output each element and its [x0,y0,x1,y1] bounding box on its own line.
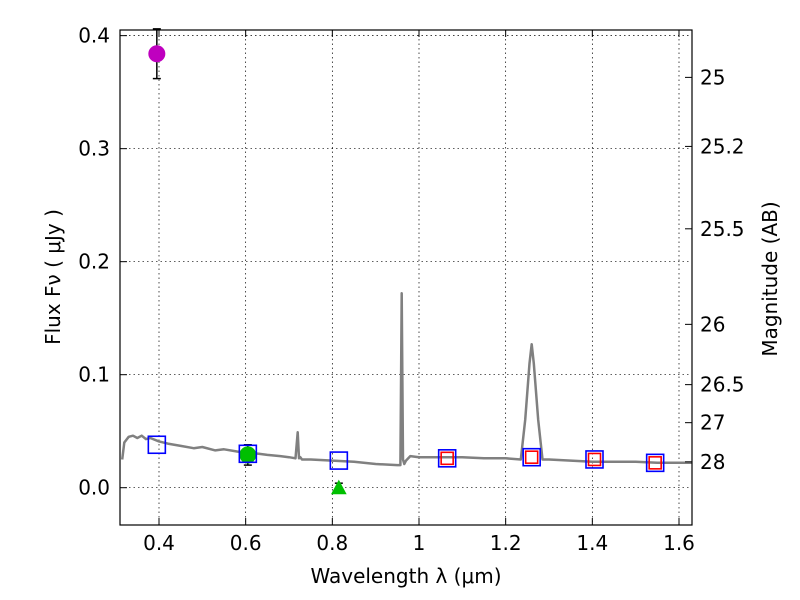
x-tick-label: 1.4 [576,531,608,555]
photometry-square [147,435,167,455]
mag-tick-label: 27 [700,411,725,435]
photometry-square [440,451,454,466]
data-point [239,446,257,464]
x-tick-label: 1.2 [490,531,522,555]
x-axis-label: Wavelength λ (μm) [310,564,501,588]
plot-frame [119,29,693,526]
photometry-square [645,453,665,473]
x-tick-label: 1 [413,531,426,555]
plot-area [120,28,692,495]
photometry-square [437,449,457,468]
data-point [148,45,166,63]
photometry-square [238,444,258,464]
photometry-square [587,452,602,467]
y-tick-label: 0.3 [78,137,110,161]
upper-limit-marker [330,479,347,495]
axis-ticks: 0.4 0.6 0.8 1 1.2 1.4 1.6 0.0 0.1 0.2 0.3 0.4 25 25.2… [78,24,744,555]
x-tick-label: 0.6 [230,531,262,555]
mag-tick-label: 25.2 [700,134,745,158]
mag-tick-label: 25.5 [700,217,745,241]
x-tick-label: 1.6 [663,531,695,555]
photometry-square [524,450,539,464]
mag-tick-label: 26 [700,312,725,336]
photometry-square [648,456,662,470]
y-tick-label: 0.0 [78,476,110,500]
grid-lines [120,30,692,525]
mag-tick-label: 25 [700,65,725,89]
photometry-square [585,450,604,469]
model-sed-line [120,292,692,467]
y-tick-label: 0.4 [78,24,110,48]
x-tick-label: 0.8 [316,531,348,555]
photometry-square [329,451,349,470]
mag-tick-label: 26.5 [700,373,745,397]
photometry-square [522,447,541,467]
right-axis-label: Magnitude (AB) [758,201,782,356]
y-tick-label: 0.1 [78,363,110,387]
y-axis-label: Flux Fν ( μJy ) [41,209,65,345]
y-tick-label: 0.2 [78,250,110,274]
mag-tick-label: 28 [700,450,725,474]
x-tick-label: 0.4 [143,531,175,555]
